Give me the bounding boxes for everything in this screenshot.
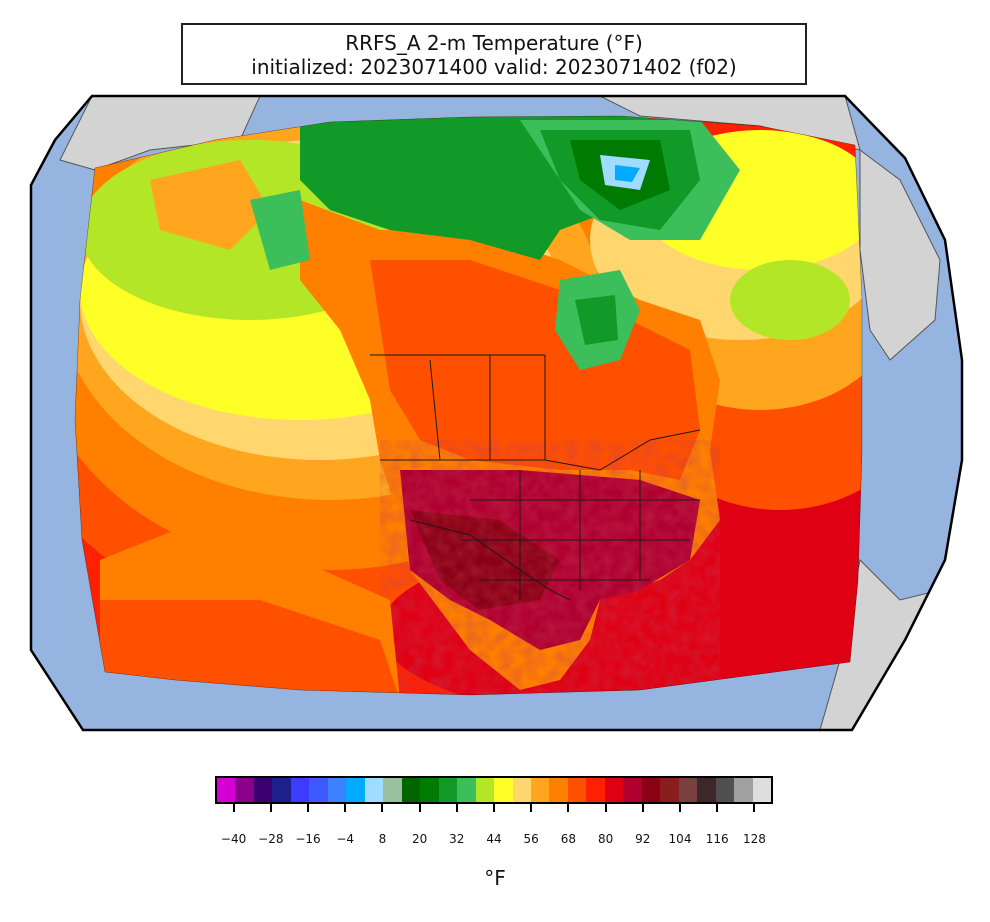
colorbar-tick-label: 20 [411,832,428,846]
colorbar-swatch [457,778,476,802]
colorbar-swatch [235,778,254,802]
colorbar-tick-label: 104 [668,832,692,846]
colorbar-tick-label: 8 [378,832,387,846]
colorbar-swatch [420,778,439,802]
colorbar-swatch [438,778,458,802]
colorbar-tick [493,804,495,812]
colorbar-swatch [567,778,587,802]
colorbar-swatch [253,778,273,802]
colorbar-tick [567,804,570,812]
province-lines [429,355,546,461]
colorbar-swatch [549,778,568,802]
title-line-2: initialized: 2023071400 valid: 202307140… [251,55,737,79]
colorbar-tick-label: −28 [258,832,284,846]
colorbar-swatch [309,778,328,802]
colorbar-tick-label: 44 [486,832,502,846]
colorbar-swatch [401,778,421,802]
map-title-box: RRFS_A 2-m Temperature (°F) initialized:… [181,23,807,85]
temperature-map [29,94,964,732]
colorbar-swatch [660,778,679,802]
colorbar-tick [716,804,719,812]
colorbar-tick [418,804,421,812]
temperature-field [75,116,862,695]
title-line-1: RRFS_A 2-m Temperature (°F) [345,31,643,55]
map-frame-outline [29,94,964,732]
colorbar-swatch [715,778,735,802]
colorbar-tick [232,804,235,812]
colorbar-tick-label: −4 [336,832,355,846]
colorbar-tick-label: 56 [523,832,539,846]
political-borders [74,115,863,696]
colorbar-swatch [752,778,772,802]
colorbar-tick [641,804,644,812]
colorbar-swatch [290,778,310,802]
colorbar-tick-label: −40 [220,832,247,846]
colorbar-tick-label: −16 [295,832,321,846]
colorbar-tick [344,804,347,812]
colorbar-tick-label: 92 [635,832,651,846]
colorbar-swatch [383,778,402,802]
colorbar-swatch [475,778,495,802]
colorbar-tick-label: 128 [742,832,766,846]
colorbar-tick [530,804,533,812]
greenland-east-land [859,149,941,361]
colorbar-swatch [641,778,661,802]
colorbar-tick [381,804,384,812]
colorbar [215,776,773,804]
colorbar-tick [679,804,681,812]
colorbar-tick-label: 68 [560,832,577,846]
colorbar-swatch [364,778,384,802]
colorbar-tick-label: 116 [705,832,729,846]
domain-boundary [74,115,863,696]
colorbar-swatch [327,778,347,802]
colorbar-swatch [697,778,716,802]
colorbar-unit-label: °F [484,866,506,890]
colorbar-swatch [623,778,642,802]
colorbar-tick-label: 80 [597,832,614,846]
colorbar-tick [604,804,607,812]
colorbar-swatch [494,778,513,802]
colorbar-swatch [217,778,236,802]
colorbar-swatch [272,778,291,802]
colorbar-tick-label: 32 [449,832,465,846]
colorbar-swatch [586,778,605,802]
colorbar-swatch [346,778,365,802]
colorbar-swatch [678,778,698,802]
colorbar-swatch [530,778,550,802]
colorbar-swatch [512,778,531,802]
colorbar-swatch [604,778,624,802]
colorbar-tick [269,804,272,812]
colorbar-swatch [734,778,753,802]
colorbar-tick [455,804,458,812]
siberia-land [59,96,261,171]
state-lines [460,470,700,600]
colorbar-tick [753,804,756,812]
colorbar-ticks: −40 −28 −16 −4 8 20 32 44 56 68 80 92 104 116 128 [215,804,773,864]
colorbar-tick [307,804,309,812]
